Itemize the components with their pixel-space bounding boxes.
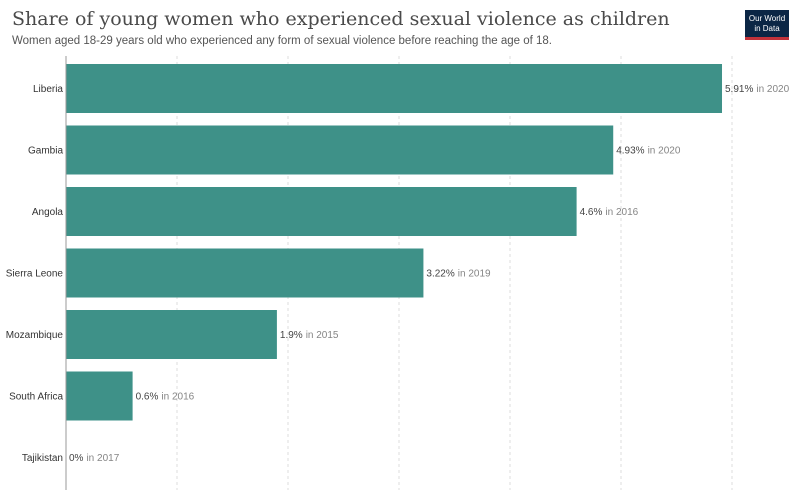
value-number: 1.9% bbox=[280, 330, 303, 341]
value-label: 3.22% in 2019 bbox=[426, 269, 491, 280]
bar bbox=[66, 64, 723, 113]
value-number: 0.6% bbox=[136, 392, 159, 403]
category-label: Mozambique bbox=[6, 330, 64, 341]
logo-line-2: in Data bbox=[754, 23, 780, 33]
value-number: 4.93% bbox=[616, 146, 644, 157]
value-year: in 2020 bbox=[756, 84, 789, 95]
value-year: in 2015 bbox=[306, 330, 339, 341]
bar bbox=[66, 187, 577, 236]
value-number: 4.6% bbox=[580, 207, 603, 218]
category-label: South Africa bbox=[9, 392, 63, 403]
value-year: in 2017 bbox=[86, 453, 119, 464]
value-year: in 2019 bbox=[458, 269, 491, 280]
bar bbox=[66, 310, 277, 359]
bar bbox=[66, 125, 614, 175]
category-label: Sierra Leone bbox=[6, 269, 64, 280]
value-label: 1.9% in 2015 bbox=[280, 330, 339, 341]
value-number: 0% bbox=[69, 453, 84, 464]
category-label: Gambia bbox=[28, 146, 63, 157]
bar bbox=[66, 248, 424, 298]
value-year: in 2016 bbox=[605, 207, 638, 218]
value-year: in 2016 bbox=[161, 392, 194, 403]
category-label: Tajikistan bbox=[22, 453, 63, 464]
category-label: Angola bbox=[32, 207, 64, 218]
category-label: Liberia bbox=[33, 84, 63, 95]
value-label: 5.91% in 2020 bbox=[725, 84, 790, 95]
chart-subtitle: Women aged 18-29 years old who experienc… bbox=[12, 35, 552, 47]
value-label: 0% in 2017 bbox=[69, 453, 120, 464]
value-number: 3.22% bbox=[426, 269, 454, 280]
owid-logo[interactable]: Our World in Data bbox=[745, 10, 789, 40]
value-label: 4.93% in 2020 bbox=[616, 146, 681, 157]
chart-title: Share of young women who experienced sex… bbox=[12, 8, 670, 30]
value-label: 0.6% in 2016 bbox=[136, 392, 195, 403]
bar bbox=[66, 371, 133, 421]
logo-line-1: Our World bbox=[748, 13, 786, 23]
value-number: 5.91% bbox=[725, 84, 753, 95]
value-year: in 2020 bbox=[648, 146, 681, 157]
value-label: 4.6% in 2016 bbox=[580, 207, 639, 218]
